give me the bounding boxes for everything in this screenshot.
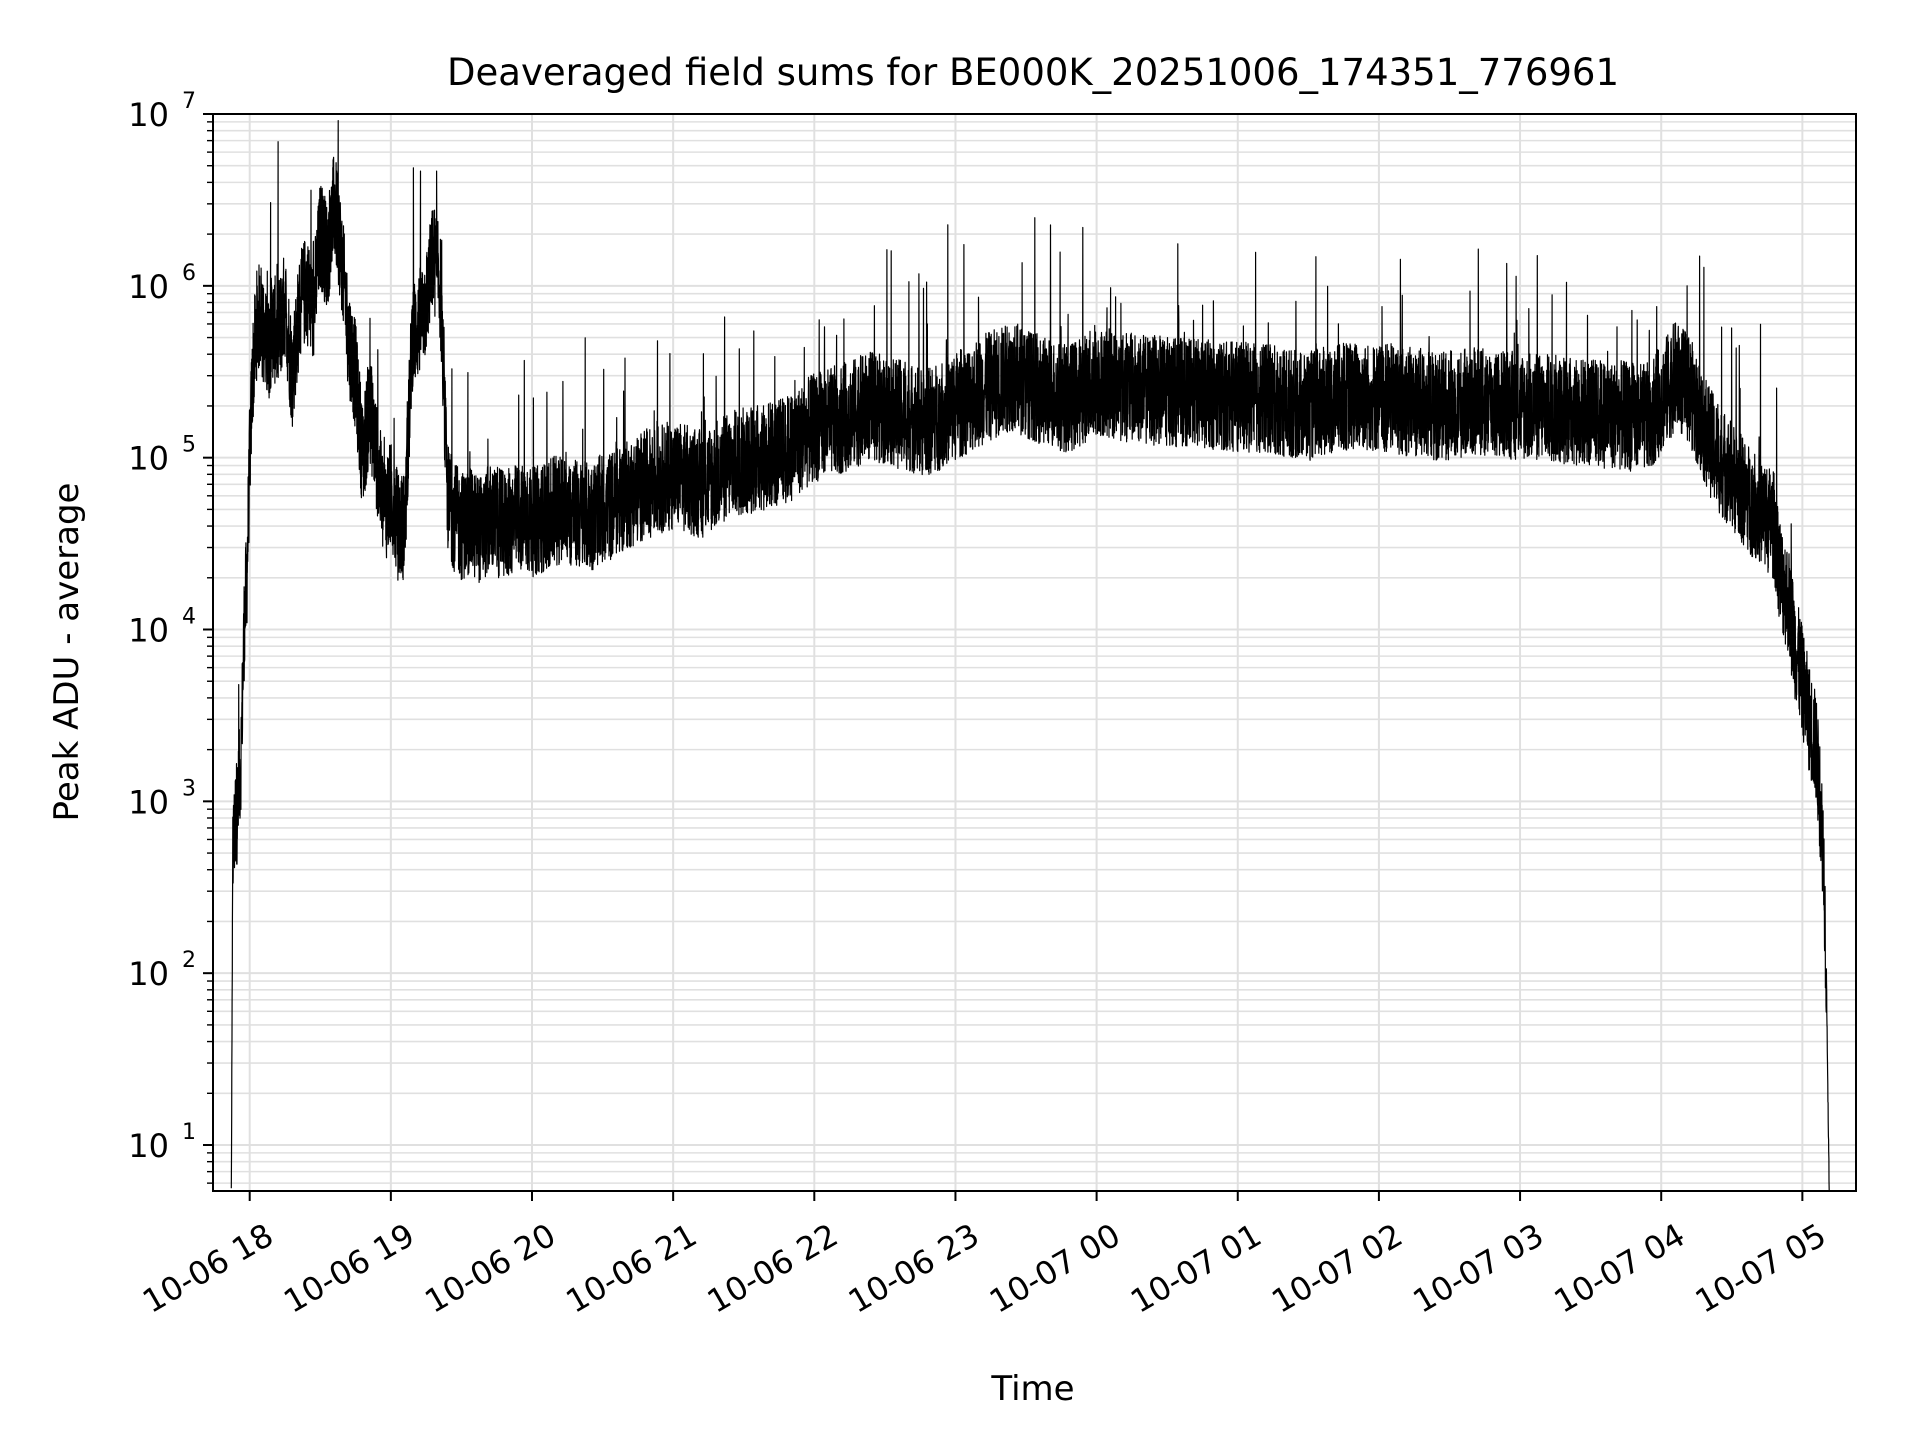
y-tick-exponent: 6 <box>182 261 196 286</box>
y-tick-label: 10 <box>128 1127 169 1165</box>
y-tick-label: 10 <box>128 96 169 134</box>
plot-area <box>212 113 1857 1192</box>
y-tick-exponent: 3 <box>182 776 196 801</box>
series-line <box>230 120 1830 1192</box>
y-tick-exponent: 7 <box>182 89 196 114</box>
y-tick-exponent: 1 <box>182 1120 196 1145</box>
y-tick-exponent: 5 <box>182 433 196 458</box>
y-tick-label: 10 <box>128 955 169 993</box>
y-tick-label: 10 <box>128 612 169 650</box>
y-tick-exponent: 4 <box>182 605 196 630</box>
grid-x <box>248 114 1804 1191</box>
y-tick-label: 10 <box>128 268 169 306</box>
plot-frame <box>212 113 1857 1192</box>
y-tick-label: 10 <box>128 783 169 821</box>
y-axis-label: Peak ADU - average <box>47 483 87 822</box>
y-tick-label: 10 <box>128 440 169 478</box>
series-group <box>230 120 1830 1192</box>
y-axis-ticks: 10 1 10 2 10 3 10 4 10 5 10 6 10 7 <box>128 89 213 1184</box>
x-axis-label: Time <box>990 1369 1074 1409</box>
y-tick-exponent: 2 <box>182 948 196 973</box>
chart-title: Deaveraged field sums for BE000K_2025100… <box>447 51 1619 94</box>
